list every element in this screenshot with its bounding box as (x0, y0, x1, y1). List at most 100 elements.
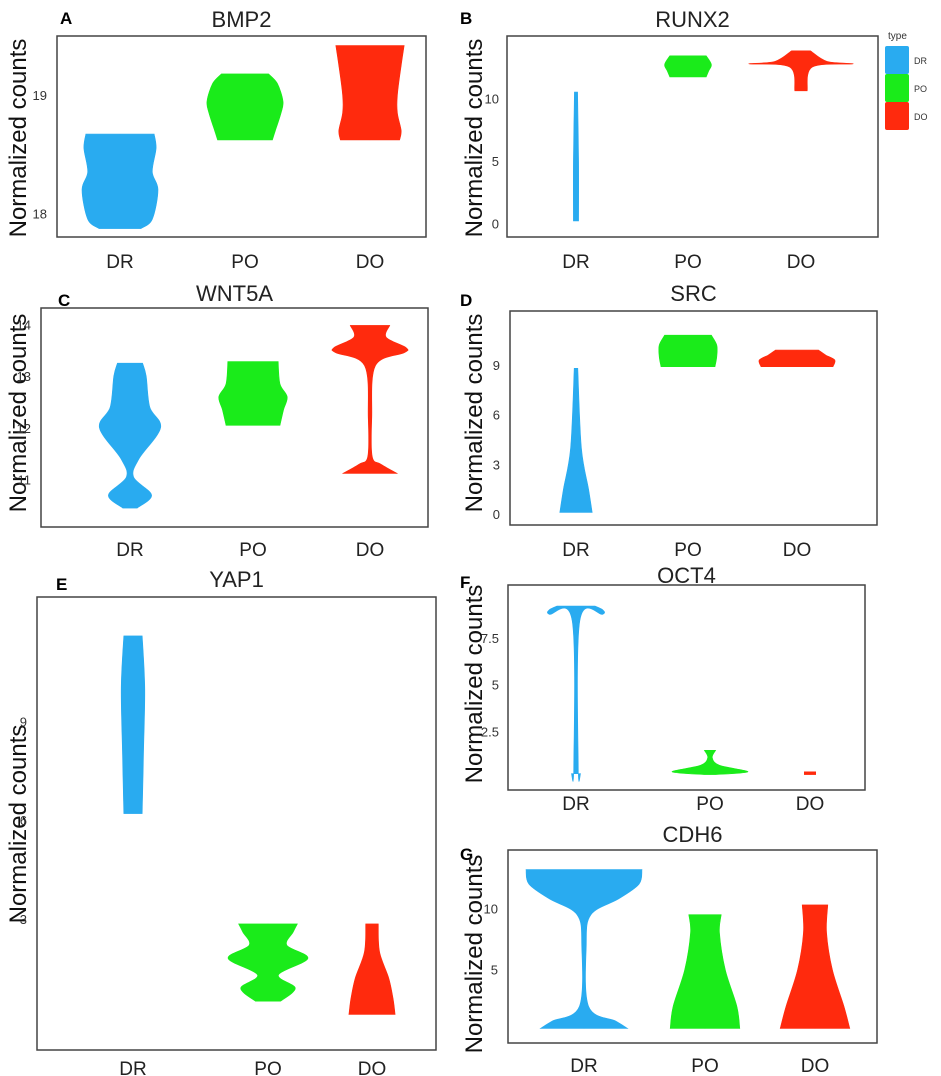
legend: type DR PO DO (885, 31, 928, 130)
legend-swatch-dr (885, 46, 909, 74)
y-axis-label: Normalized counts (461, 855, 488, 1054)
violin-po (218, 361, 288, 426)
y-tick-label: 7.5 (481, 631, 499, 646)
y-tick-label: 14 (17, 317, 31, 332)
violin-po (227, 923, 309, 1002)
legend-label-po: PO (914, 84, 927, 94)
legend-swatch-do (885, 102, 909, 130)
y-tick-label: 5 (491, 963, 498, 978)
violin-po (206, 73, 284, 141)
y-tick-label: 18 (33, 206, 47, 221)
violin-dr (525, 869, 643, 1029)
y-tick-label: 0 (492, 216, 499, 231)
x-tick-label-po: PO (674, 252, 701, 273)
x-tick-label-dr: DR (562, 540, 589, 561)
chart-title: RUNX2 (655, 7, 730, 32)
x-tick-label-po: PO (239, 540, 266, 561)
chart-title: CDH6 (663, 822, 723, 847)
y-axis-label: Normalized counts (461, 39, 488, 238)
y-axis-label: Normalized counts (5, 39, 32, 238)
y-tick-label: 3 (20, 912, 27, 927)
x-tick-label-do: DO (783, 540, 812, 561)
panel-b: B RUNX2 Normalized counts 0 5 10 DR PO DO (460, 7, 879, 273)
legend-label-do: DO (914, 112, 928, 122)
plot-frame (507, 584, 866, 791)
violin-dr (573, 91, 579, 222)
x-tick-label-po: PO (696, 794, 723, 815)
panel-letter: G (460, 845, 473, 864)
violin-po (671, 750, 749, 775)
y-tick-label: 2.5 (481, 725, 499, 740)
legend-title: type (888, 31, 907, 42)
y-tick-label: 5 (492, 678, 499, 693)
x-tick-label-dr: DR (116, 540, 143, 561)
panel-g: G CDH6 Normalized counts 5 10 DR PO DO (460, 822, 878, 1076)
chart-title: OCT4 (657, 563, 716, 588)
x-tick-label-do: DO (356, 540, 385, 561)
x-tick-label-po: PO (231, 252, 258, 273)
chart-title: WNT5A (196, 281, 273, 306)
panel-letter: A (60, 9, 72, 28)
y-tick-label: 6 (20, 813, 27, 828)
panel-letter: D (460, 291, 472, 310)
violin-dr (120, 635, 146, 814)
y-tick-label: 10 (484, 902, 498, 917)
panel-letter: E (56, 575, 67, 594)
y-tick-label: 10 (485, 91, 499, 106)
violin-dr (559, 368, 593, 513)
y-tick-label: 5 (492, 154, 499, 169)
panel-letter: B (460, 9, 472, 28)
violin-do (348, 923, 396, 1015)
x-tick-label-dr: DR (106, 252, 133, 273)
y-axis-label: Normalized counts (5, 725, 32, 924)
x-tick-label-dr: DR (119, 1059, 146, 1076)
y-tick-label: 9 (20, 714, 27, 729)
violin-po (669, 914, 741, 1029)
y-tick-label: 6 (493, 408, 500, 423)
violin-po (664, 55, 712, 78)
x-tick-label-po: PO (691, 1056, 718, 1076)
x-tick-label-dr: DR (570, 1056, 597, 1076)
violin-dr (81, 133, 159, 229)
y-tick-label: 3 (493, 457, 500, 472)
panel-letter: F (460, 573, 470, 592)
legend-swatch-po (885, 74, 909, 102)
y-tick-label: 19 (33, 88, 47, 103)
violin-do (748, 50, 854, 92)
x-tick-label-dr: DR (562, 252, 589, 273)
panel-a: A BMP2 Normalized counts 18 19 DR PO DO (5, 7, 427, 273)
y-tick-label: 11 (18, 473, 32, 488)
panel-letter: C (58, 291, 70, 310)
y-tick-label: 9 (493, 358, 500, 373)
violin-do (803, 771, 817, 775)
y-tick-label: 12 (17, 421, 31, 436)
y-tick-label: 0 (493, 507, 500, 522)
y-axis-label: Normalized counts (461, 314, 488, 513)
violin-dr (98, 362, 162, 509)
panel-d: D SRC Normalized counts 0 3 6 9 DR PO DO (460, 281, 878, 561)
violin-do (779, 904, 851, 1029)
x-tick-label-po: PO (254, 1059, 281, 1076)
y-axis-label: Normalized counts (5, 314, 32, 513)
violin-do (335, 45, 405, 141)
x-tick-label-do: DO (358, 1059, 387, 1076)
violin-dr (547, 605, 605, 782)
chart-title: SRC (670, 281, 717, 306)
x-tick-label-po: PO (674, 540, 701, 561)
legend-label-dr: DR (914, 56, 927, 66)
chart-title: YAP1 (209, 567, 264, 592)
x-tick-label-do: DO (801, 1056, 830, 1076)
x-tick-label-do: DO (787, 252, 816, 273)
y-axis-label: Normalized counts (461, 585, 488, 784)
y-tick-label: 13 (17, 369, 31, 384)
violin-do (758, 349, 836, 367)
x-tick-label-do: DO (796, 794, 825, 815)
violin-do (331, 325, 409, 474)
x-tick-label-do: DO (356, 252, 385, 273)
violin-po (658, 334, 718, 367)
chart-title: BMP2 (212, 7, 272, 32)
